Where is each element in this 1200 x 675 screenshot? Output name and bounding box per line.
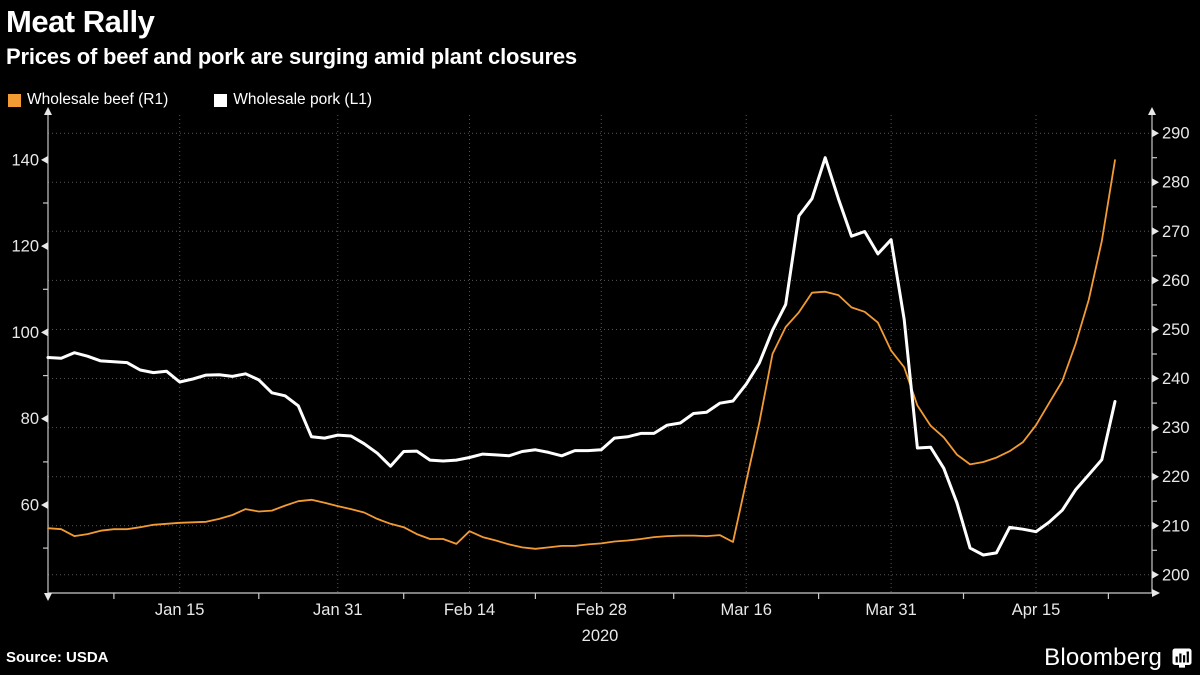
chart-subtitle: Prices of beef and pork are surging amid… xyxy=(6,44,577,69)
right-axis-label: 280 xyxy=(1162,174,1190,192)
left-axis-label: 80 xyxy=(21,410,39,428)
axis-arrow-icon xyxy=(44,593,52,601)
legend-item-pork: Wholesale pork (L1) xyxy=(214,91,372,109)
x-axis-label: Mar 31 xyxy=(865,601,916,619)
left-tick-icon xyxy=(41,328,48,337)
right-tick-icon xyxy=(1152,570,1159,579)
right-tick-icon xyxy=(1152,423,1159,432)
left-axis-label: 140 xyxy=(11,151,39,169)
left-axis-label: 100 xyxy=(11,324,39,342)
legend-label: Wholesale beef (R1) xyxy=(27,91,169,108)
right-axis-label: 220 xyxy=(1162,468,1190,486)
right-axis-label: 210 xyxy=(1162,517,1190,535)
left-tick-icon xyxy=(41,242,48,251)
axis-arrow-icon xyxy=(1152,589,1160,597)
right-tick-icon xyxy=(1152,472,1159,481)
chart-title: Meat Rally xyxy=(6,4,155,39)
right-axis-label: 260 xyxy=(1162,272,1190,290)
left-axis-label: 60 xyxy=(21,497,39,515)
x-axis-label: Jan 31 xyxy=(313,601,363,619)
right-axis-label: 290 xyxy=(1162,125,1190,143)
left-tick-icon xyxy=(41,414,48,423)
bloomberg-logo: Bloomberg xyxy=(1044,644,1192,672)
right-axis-label: 270 xyxy=(1162,223,1190,241)
source-label: Source: USDA xyxy=(6,649,109,666)
right-tick-icon xyxy=(1152,276,1159,285)
axis-arrow-icon xyxy=(44,107,52,115)
left-tick-icon xyxy=(41,501,48,509)
right-tick-icon xyxy=(1152,178,1159,187)
legend-swatch-pork xyxy=(214,93,228,107)
right-tick-icon xyxy=(1152,129,1159,138)
x-axis-label: Mar 16 xyxy=(721,601,772,619)
right-tick-icon xyxy=(1152,521,1159,530)
axis-arrow-icon xyxy=(1148,107,1156,115)
x-axis-label: Feb 28 xyxy=(576,601,627,619)
pork-line xyxy=(46,156,1117,557)
x-axis-label: Jan 15 xyxy=(155,601,205,619)
x-axis-label: Apr 15 xyxy=(1012,601,1061,619)
legend-swatch-beef xyxy=(8,93,21,107)
x-axis-label: Feb 14 xyxy=(444,601,495,619)
bloomberg-wordmark: Bloomberg xyxy=(1044,644,1162,671)
right-tick-icon xyxy=(1152,227,1159,236)
left-tick-icon xyxy=(41,155,48,164)
bloomberg-terminal-icon xyxy=(1172,648,1192,668)
right-axis-label: 240 xyxy=(1162,370,1190,388)
legend-item-beef: Wholesale beef (R1) xyxy=(8,91,168,109)
legend: Wholesale beef (R1) Wholesale pork (L1) xyxy=(8,91,418,109)
beef-line xyxy=(47,159,1116,550)
right-axis-label: 200 xyxy=(1162,566,1190,584)
right-tick-icon xyxy=(1152,374,1159,383)
x-axis-year-label: 2020 xyxy=(582,627,619,645)
left-axis-label: 120 xyxy=(11,238,39,256)
legend-label: Wholesale pork (L1) xyxy=(233,91,372,108)
right-axis-label: 230 xyxy=(1162,419,1190,437)
right-axis-label: 250 xyxy=(1162,321,1190,339)
right-tick-icon xyxy=(1152,325,1159,334)
